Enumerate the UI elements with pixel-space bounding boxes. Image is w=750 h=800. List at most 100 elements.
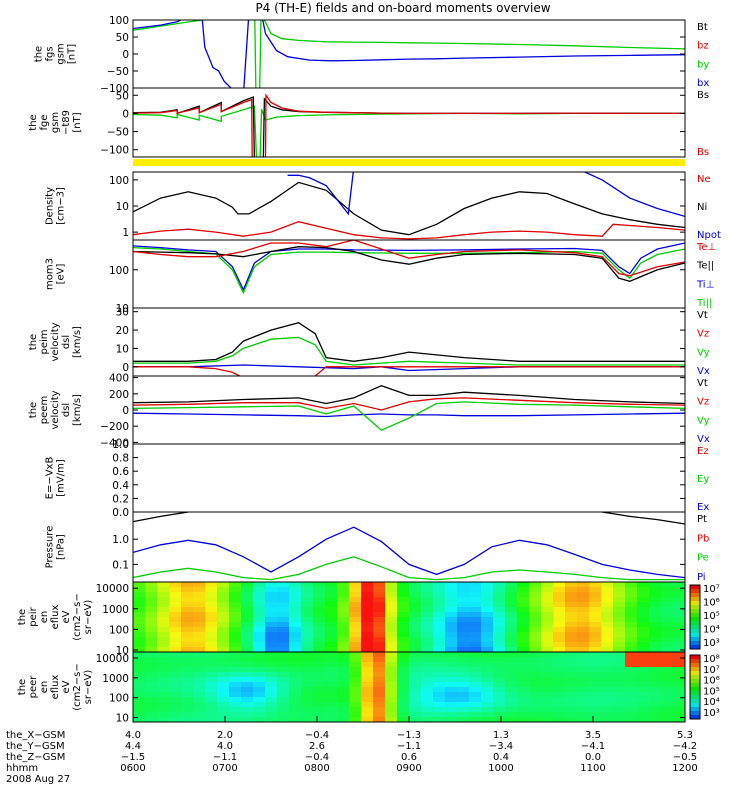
heatmap-cell xyxy=(313,587,326,593)
heatmap-cell xyxy=(157,712,170,718)
heatmap-cell xyxy=(217,697,230,703)
heatmap-cell xyxy=(217,662,230,668)
colorbar-step xyxy=(690,675,700,680)
heatmap-cell xyxy=(625,627,638,633)
heatmap-cell xyxy=(133,672,146,678)
heatmap-cell xyxy=(181,712,194,718)
x-annotation-value: −4.1 xyxy=(581,741,605,752)
heatmap-cell xyxy=(553,597,566,603)
heatmap-cell xyxy=(565,692,578,698)
heatmap-cell xyxy=(385,652,398,658)
heatmap-cell xyxy=(493,657,506,663)
heatmap-cell xyxy=(265,622,278,628)
heatmap-cell xyxy=(193,597,206,603)
legend-entry: Pi xyxy=(697,572,706,583)
heatmap-cell xyxy=(217,642,230,648)
heatmap-cell xyxy=(481,622,494,628)
heatmap-cell xyxy=(157,587,170,593)
heatmap-cell xyxy=(253,672,266,678)
heatmap-cell xyxy=(289,667,302,673)
series-line xyxy=(133,242,685,292)
heatmap-cell xyxy=(469,587,482,593)
heatmap-cell xyxy=(145,592,158,598)
y-axis-label: dsl xyxy=(61,403,72,417)
heatmap-cell xyxy=(337,667,350,673)
heatmap-cell xyxy=(217,692,230,698)
heatmap-cell xyxy=(613,662,626,668)
heatmap-cell xyxy=(541,602,554,608)
heatmap-cell xyxy=(433,667,446,673)
heatmap-cell xyxy=(457,612,470,618)
heatmap-cell xyxy=(181,632,194,638)
y-tick-label: 0 xyxy=(122,362,129,374)
heatmap-cell xyxy=(661,612,674,618)
heatmap-cell xyxy=(433,612,446,618)
heatmap-cell xyxy=(301,627,314,633)
heatmap-cell xyxy=(181,702,194,708)
heatmap-cell xyxy=(361,597,374,603)
heatmap-cell xyxy=(649,627,662,633)
heatmap-cell xyxy=(577,657,590,663)
legend-entry: Pb xyxy=(697,533,709,544)
heatmap-cell xyxy=(481,647,494,652)
heatmap-cell xyxy=(565,637,578,643)
heatmap-cell xyxy=(205,582,218,588)
heatmap-cell xyxy=(349,582,362,588)
heatmap-cell xyxy=(529,617,542,623)
heatmap-cell xyxy=(241,607,254,613)
heatmap-cell xyxy=(397,652,410,658)
heatmap-cell xyxy=(565,667,578,673)
heatmap-cell xyxy=(349,592,362,598)
heatmap-cell xyxy=(265,662,278,668)
heatmap-cell xyxy=(385,587,398,593)
heatmap-cell xyxy=(325,672,338,678)
heatmap-cell xyxy=(673,712,685,718)
heatmap-cell xyxy=(397,587,410,593)
heatmap-cell xyxy=(241,687,254,693)
heatmap-cell xyxy=(409,622,422,628)
colorbar-label: 10³ xyxy=(703,708,720,719)
heatmap-cell xyxy=(229,677,242,683)
heatmap-cell xyxy=(229,697,242,703)
heatmap-cell xyxy=(361,707,374,713)
legend-entry: Vt xyxy=(697,310,708,321)
heatmap-cell xyxy=(565,592,578,598)
heatmap-cell xyxy=(565,632,578,638)
heatmap-cell xyxy=(541,677,554,683)
heatmap-cell xyxy=(445,677,458,683)
heatmap-cell xyxy=(409,592,422,598)
heatmap-cell xyxy=(337,647,350,652)
x-annotation-value: 0900 xyxy=(396,763,421,774)
heatmap-cell xyxy=(253,662,266,668)
y-axis-label: peem xyxy=(39,396,50,424)
heatmap-cell xyxy=(613,582,626,588)
heatmap-cell xyxy=(661,627,674,633)
heatmap-cell xyxy=(469,682,482,688)
heatmap-cell xyxy=(613,672,626,678)
heatmap-cell xyxy=(493,592,506,598)
heatmap-cell xyxy=(649,682,662,688)
heatmap-cell xyxy=(529,707,542,713)
heatmap-cell xyxy=(205,707,218,713)
heatmap-cell xyxy=(313,677,326,683)
heatmap-cell xyxy=(397,692,410,698)
heatmap-cell xyxy=(229,662,242,668)
legend-entry: Bt xyxy=(697,22,708,33)
x-annotation-value: −1.5 xyxy=(121,752,145,763)
heatmap-cell xyxy=(625,587,638,593)
heatmap-cell xyxy=(649,652,662,658)
x-annotation-value: −1.1 xyxy=(397,741,421,752)
heatmap-cell xyxy=(361,607,374,613)
heatmap-cell xyxy=(505,642,518,648)
series-line xyxy=(133,366,685,376)
heatmap-cell xyxy=(493,622,506,628)
heatmap-cell xyxy=(145,667,158,673)
heatmap-cell xyxy=(529,712,542,718)
heatmap-cell xyxy=(241,712,254,718)
heatmap-cell xyxy=(301,622,314,628)
heatmap-cell xyxy=(577,667,590,673)
heatmap-cell xyxy=(625,677,638,683)
y-tick-label: 0.0 xyxy=(112,507,129,519)
heatmap-cell xyxy=(469,637,482,643)
heatmap-cell xyxy=(601,707,614,713)
